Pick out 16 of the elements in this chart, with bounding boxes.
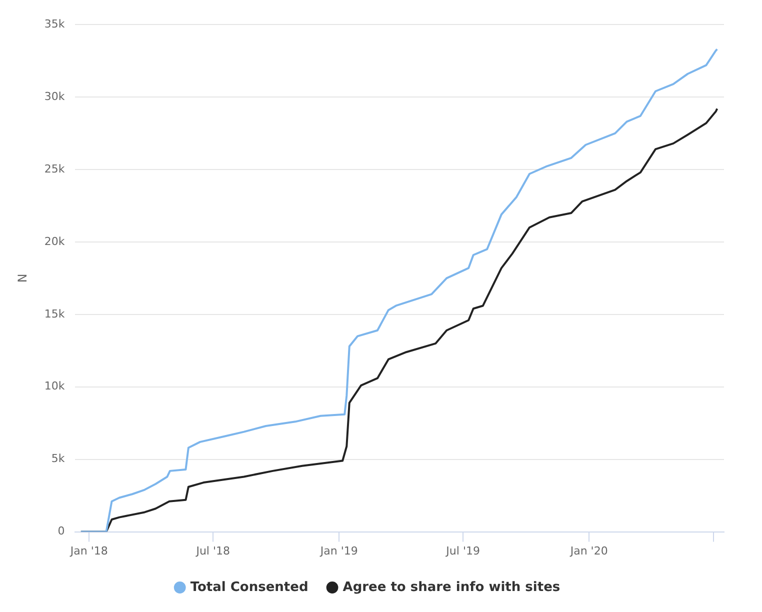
x-tick-label: Jul '19 — [445, 544, 480, 558]
y-tick-label: 5k — [51, 452, 66, 466]
y-tick-label: 25k — [44, 162, 66, 176]
legend-label: Total Consented — [190, 580, 308, 595]
x-tick-label: Jan '18 — [69, 544, 108, 558]
y-tick-label: 10k — [44, 380, 66, 393]
y-tick-label: 30k — [44, 90, 66, 103]
x-tick-label: Jan '19 — [319, 544, 358, 558]
y-axis-title: N — [15, 274, 30, 283]
x-tick-label: Jul '18 — [195, 544, 230, 558]
y-tick-label: 20k — [44, 234, 66, 248]
y-tick-label: 0 — [58, 524, 65, 538]
x-tick-label: Jan '20 — [569, 544, 608, 558]
legend-label: Agree to share info with sites — [342, 580, 560, 595]
y-tick-label: 15k — [44, 307, 66, 320]
y-tick-label: 35k — [44, 17, 66, 30]
